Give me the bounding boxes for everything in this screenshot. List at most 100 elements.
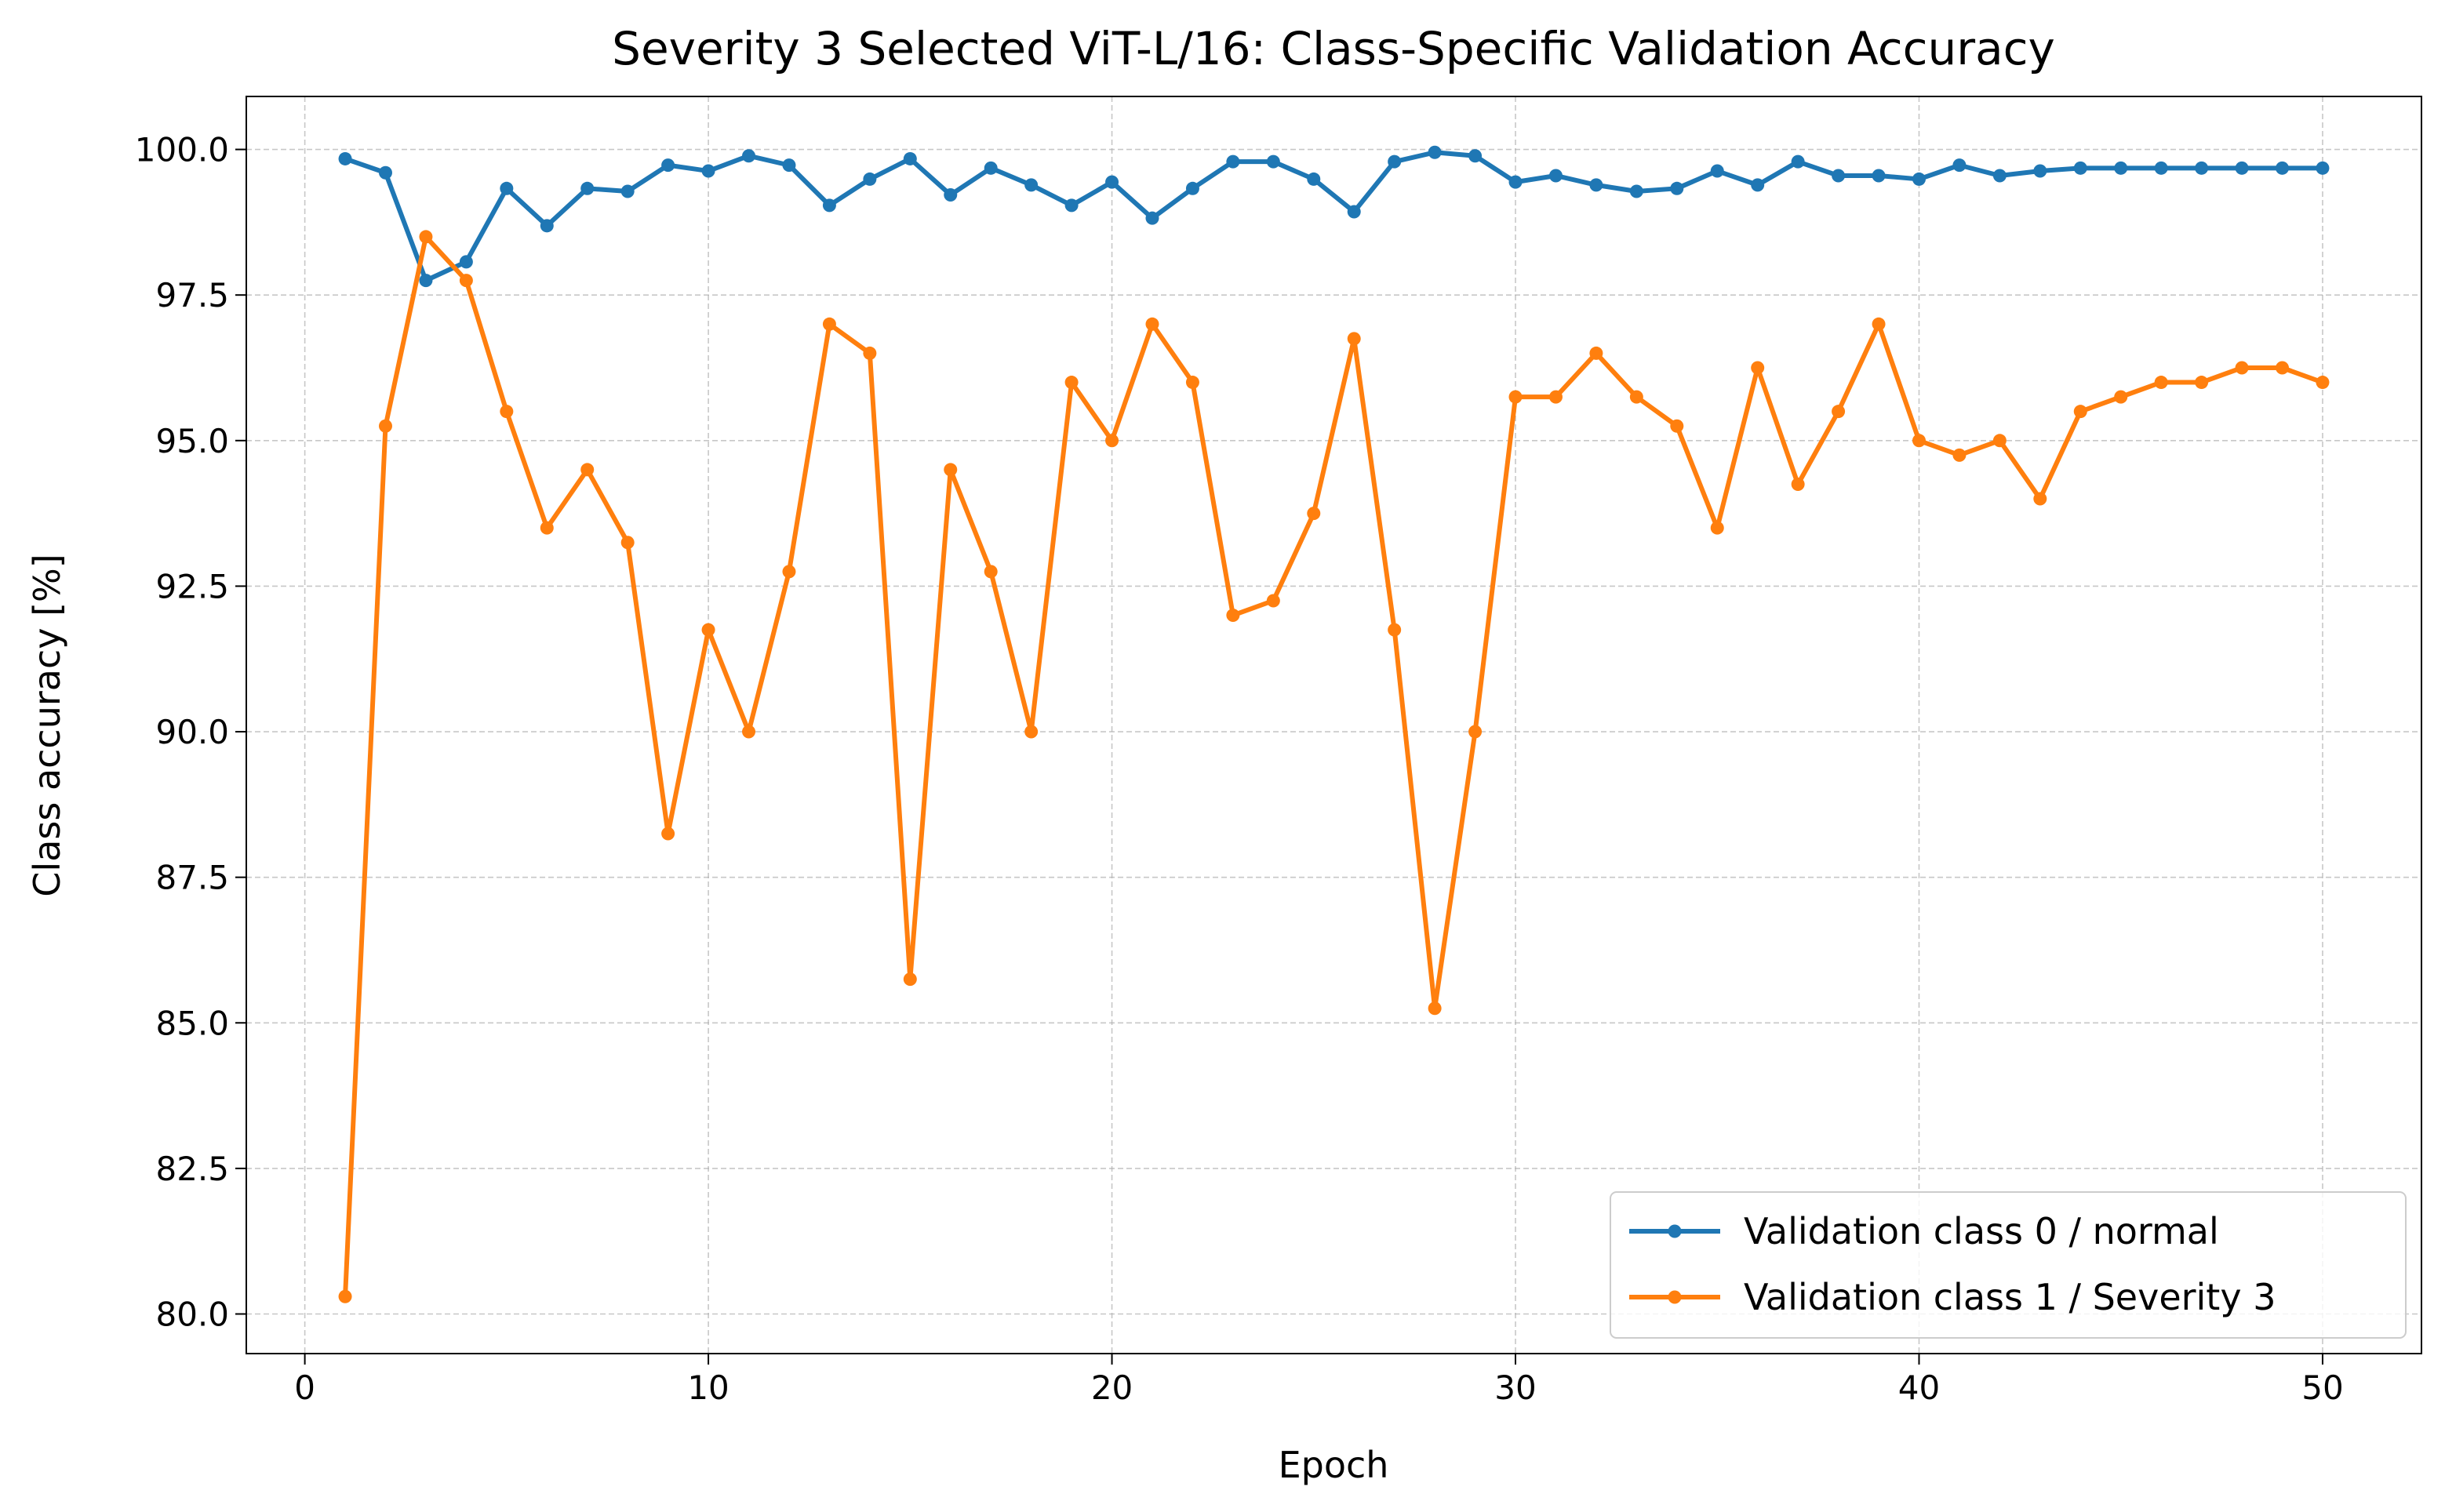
point bbox=[540, 521, 554, 535]
point bbox=[1307, 507, 1321, 521]
x-tick-label: 40 bbox=[1898, 1368, 1940, 1407]
point bbox=[661, 827, 675, 841]
point bbox=[500, 181, 514, 195]
point bbox=[984, 161, 998, 175]
x-tick-label: 30 bbox=[1494, 1368, 1536, 1407]
point bbox=[1912, 434, 1926, 448]
point bbox=[2073, 405, 2087, 419]
point bbox=[580, 181, 595, 195]
point bbox=[1952, 158, 1967, 173]
point bbox=[1266, 154, 1280, 169]
y-tick-label: 92.5 bbox=[155, 567, 229, 605]
x-tick-label: 0 bbox=[294, 1368, 315, 1407]
series-line bbox=[343, 234, 2323, 1297]
point bbox=[419, 230, 433, 244]
point bbox=[903, 972, 917, 987]
point bbox=[1024, 178, 1039, 192]
point bbox=[742, 725, 756, 739]
point bbox=[701, 623, 715, 637]
point bbox=[419, 274, 433, 288]
point bbox=[944, 187, 958, 202]
point bbox=[1468, 725, 1483, 739]
point bbox=[1548, 390, 1563, 404]
point bbox=[2033, 492, 2047, 506]
point bbox=[1024, 725, 1039, 739]
legend-marker bbox=[1668, 1224, 1682, 1238]
point bbox=[540, 219, 554, 233]
point bbox=[2114, 161, 2128, 175]
point bbox=[1992, 434, 2007, 448]
point bbox=[378, 165, 392, 180]
point bbox=[742, 149, 756, 163]
point bbox=[1751, 361, 1765, 375]
point bbox=[620, 536, 635, 550]
point bbox=[1226, 609, 1240, 623]
point bbox=[2276, 361, 2290, 375]
point bbox=[1185, 376, 1199, 390]
point bbox=[1710, 521, 1724, 535]
x-tick-label: 10 bbox=[687, 1368, 729, 1407]
point bbox=[1912, 172, 1926, 186]
legend-box bbox=[1610, 1191, 2407, 1339]
point bbox=[863, 346, 877, 360]
legend-marker bbox=[1668, 1290, 1682, 1304]
point bbox=[2195, 161, 2209, 175]
point bbox=[500, 405, 514, 419]
point bbox=[580, 463, 595, 477]
y-tick-label: 97.5 bbox=[155, 276, 229, 314]
point bbox=[1751, 178, 1765, 192]
point bbox=[1185, 181, 1199, 195]
y-tick-label: 100.0 bbox=[135, 131, 229, 169]
point bbox=[701, 164, 715, 178]
point bbox=[2154, 161, 2168, 175]
point bbox=[2033, 164, 2047, 178]
point bbox=[903, 151, 917, 165]
point bbox=[1872, 169, 1886, 183]
point bbox=[620, 184, 635, 198]
y-axis-label: Class accuracy [%] bbox=[26, 554, 68, 896]
point bbox=[1105, 434, 1119, 448]
y-tick-label: 90.0 bbox=[155, 713, 229, 751]
point bbox=[1064, 376, 1079, 390]
point bbox=[1388, 154, 1402, 169]
point bbox=[459, 255, 473, 269]
point bbox=[1872, 317, 1886, 331]
point bbox=[661, 158, 675, 173]
plot-frame bbox=[246, 96, 2422, 1354]
point bbox=[1589, 346, 1603, 360]
point bbox=[1064, 198, 1079, 213]
point bbox=[782, 565, 796, 579]
point bbox=[1952, 448, 1967, 462]
point bbox=[459, 274, 473, 288]
point bbox=[1710, 164, 1724, 178]
point bbox=[1145, 211, 1159, 225]
point bbox=[1992, 169, 2007, 183]
point bbox=[2073, 161, 2087, 175]
point bbox=[1145, 317, 1159, 331]
y-tick-label: 82.5 bbox=[155, 1150, 229, 1188]
point bbox=[1629, 184, 1643, 198]
y-tick-label: 80.0 bbox=[155, 1296, 229, 1334]
point bbox=[2114, 390, 2128, 404]
point bbox=[1226, 154, 1240, 169]
point bbox=[1832, 169, 1846, 183]
point bbox=[338, 151, 352, 165]
point bbox=[863, 172, 877, 186]
point bbox=[1388, 623, 1402, 637]
point bbox=[2195, 376, 2209, 390]
point bbox=[1670, 419, 1684, 433]
point bbox=[1307, 172, 1321, 186]
chart-title: Severity 3 Selected ViT-L/16: Class-Spec… bbox=[612, 22, 2055, 75]
point bbox=[2276, 161, 2290, 175]
x-tick-label: 20 bbox=[1091, 1368, 1133, 1407]
point bbox=[782, 158, 796, 173]
point bbox=[1629, 390, 1643, 404]
point bbox=[822, 317, 836, 331]
point bbox=[944, 463, 958, 477]
point bbox=[1791, 477, 1805, 491]
point bbox=[1266, 594, 1280, 608]
x-tick-label: 50 bbox=[2301, 1368, 2343, 1407]
y-tick-label: 85.0 bbox=[155, 1004, 229, 1042]
point bbox=[338, 1289, 352, 1303]
